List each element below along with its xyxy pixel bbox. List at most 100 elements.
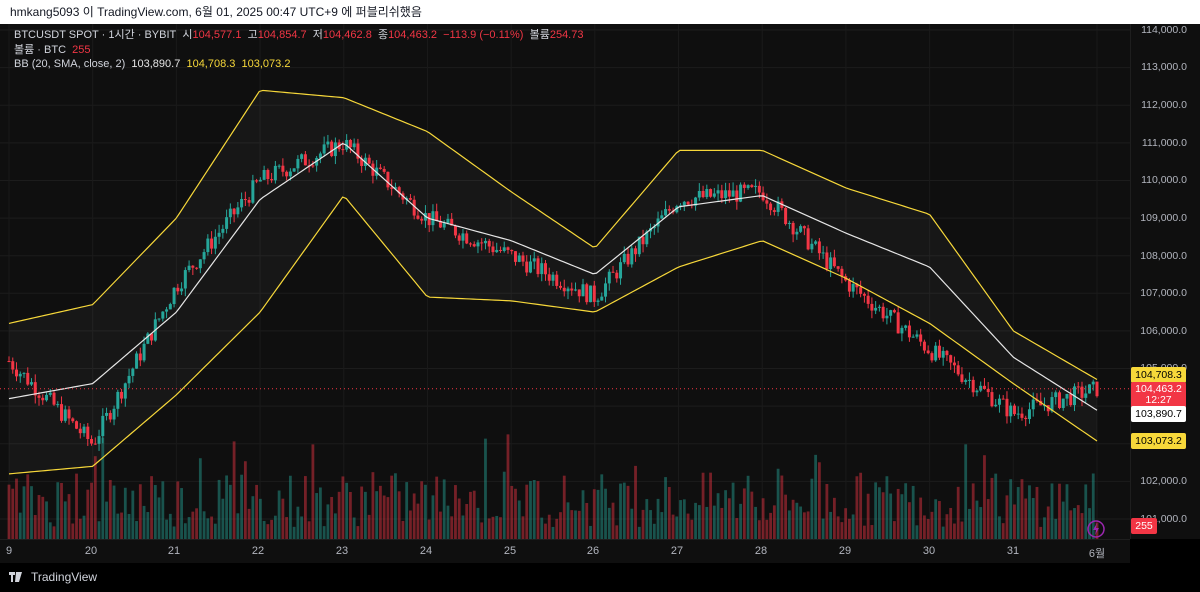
candle-body <box>994 404 998 407</box>
volume-bar <box>1046 506 1050 539</box>
volume-bar <box>172 526 176 539</box>
volume-bar <box>551 526 555 539</box>
candle-body <box>86 426 90 439</box>
volume-bar <box>791 499 795 539</box>
volume-bar <box>544 523 547 539</box>
candle-body <box>667 209 671 211</box>
volume-bar <box>727 498 731 539</box>
candle-body <box>525 261 529 273</box>
candle-body <box>240 198 244 208</box>
volume-bar <box>502 471 506 539</box>
volume-bar <box>1028 485 1031 539</box>
volume-bar <box>709 472 712 539</box>
candle-body <box>330 141 334 157</box>
candle-body <box>146 333 150 344</box>
candle-body <box>806 228 810 250</box>
candle-body <box>446 218 450 224</box>
time-axis[interactable]: 9 20 21 22 23 24 25 26 27 28 29 30 31 6월 <box>0 539 1130 564</box>
flash-icon[interactable] <box>1087 520 1105 538</box>
volume-bar <box>67 494 71 539</box>
volume-bar <box>52 526 56 539</box>
candle-body <box>367 157 371 164</box>
candle-body <box>862 293 866 296</box>
candle-body <box>266 170 270 180</box>
volume-bar <box>926 519 930 539</box>
volume-bar <box>243 461 247 539</box>
volume-bar <box>525 484 529 539</box>
chart-area[interactable] <box>0 24 1130 539</box>
candle-body <box>97 436 101 444</box>
candle-body <box>705 189 709 198</box>
volume-bar <box>1054 518 1058 539</box>
price-axis[interactable]: 114,000.0 113,000.0 112,000.0 111,000.0 … <box>1130 24 1200 539</box>
price-tick: 111,000.0 <box>1141 137 1187 149</box>
candle-body <box>817 241 821 254</box>
candle-body <box>877 306 881 308</box>
volume-value: 254.73 <box>549 29 584 41</box>
candle-body <box>986 388 990 393</box>
candle-body <box>1012 405 1016 415</box>
volume-bar <box>724 490 727 539</box>
candle-body <box>112 408 116 420</box>
volume-bar <box>1005 495 1009 539</box>
time-tick: 27 <box>670 545 684 557</box>
volume-bar <box>71 523 75 539</box>
candle-body <box>866 295 870 304</box>
volume-bar <box>394 473 397 539</box>
volume-bar <box>138 484 142 539</box>
candle-body <box>15 369 19 377</box>
candle-body <box>934 345 938 361</box>
volume-bar <box>679 500 682 539</box>
candle-body <box>566 288 570 292</box>
candle-body <box>322 144 326 154</box>
volume-bar <box>971 483 975 539</box>
candle-body <box>949 355 953 363</box>
candle-body <box>480 242 484 244</box>
candle-body <box>105 412 109 416</box>
volume-bar <box>116 513 120 539</box>
volume-bar <box>941 526 945 539</box>
volume-bar <box>90 482 93 539</box>
candle-body <box>937 345 941 358</box>
volume-bar <box>675 516 679 539</box>
candle-body <box>840 268 844 277</box>
candle-body <box>581 284 585 297</box>
volume-bar <box>919 497 923 539</box>
volume-bar <box>37 495 41 539</box>
candle-body <box>90 438 94 444</box>
candle-body <box>56 404 60 406</box>
candle-body <box>101 415 105 437</box>
volume-bar <box>330 496 334 539</box>
candle-body <box>412 199 416 216</box>
volume-bar <box>82 515 86 539</box>
candle-body <box>574 289 578 291</box>
candle-body <box>7 361 11 363</box>
time-tick: 9 <box>5 545 13 557</box>
candle-body <box>652 226 656 229</box>
candle-body <box>889 310 893 316</box>
tradingview-logo[interactable]: TradingView <box>9 570 97 584</box>
candle-body <box>236 207 240 215</box>
candle-body <box>735 190 739 202</box>
tradingview-brand-text: TradingView <box>31 570 98 584</box>
symbol-label[interactable]: BTCUSDT SPOT · 1시간 · BYBIT <box>14 29 177 41</box>
candle-body <box>1020 413 1024 418</box>
candle-body <box>172 287 176 305</box>
candle-body <box>712 193 716 197</box>
volume-bar <box>641 509 645 539</box>
volume-bar <box>817 462 821 539</box>
candle-body <box>288 171 292 177</box>
bb-indicator-title[interactable]: BB (20, SMA, close, 2) <box>14 58 126 70</box>
volume-bar <box>63 501 67 539</box>
volume-bar <box>652 523 656 539</box>
time-tick: 29 <box>838 545 852 557</box>
candle-body <box>48 392 52 395</box>
volume-bar <box>225 475 228 539</box>
volume-indicator-title[interactable]: 볼륨 · BTC <box>14 43 67 56</box>
candle-body <box>832 257 836 267</box>
last-price: 104,463.2 <box>1135 383 1182 395</box>
volume-bar <box>705 506 709 539</box>
volume-bar <box>364 491 367 539</box>
volume-bar <box>765 519 769 539</box>
volume-bar <box>953 523 956 539</box>
